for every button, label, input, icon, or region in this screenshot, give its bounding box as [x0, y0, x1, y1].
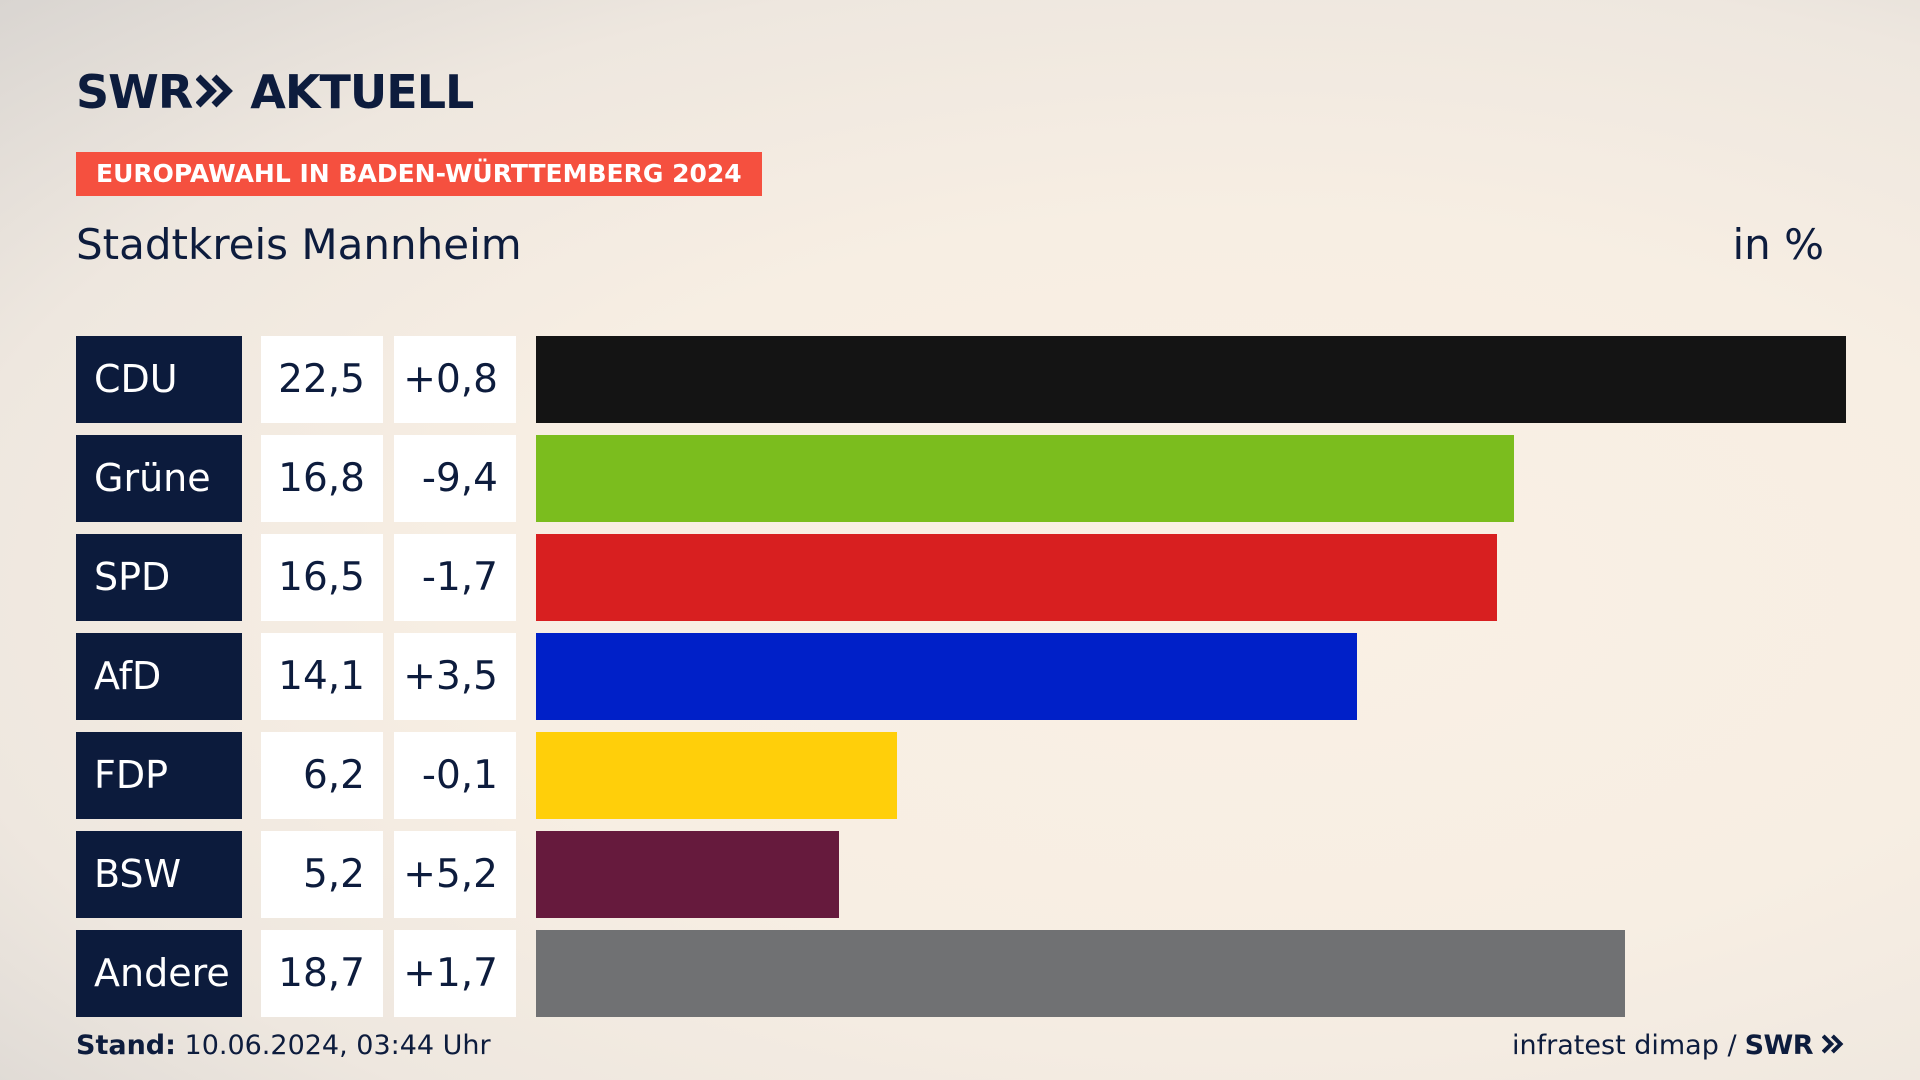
result-row: CDU 22,5 +0,8 [76, 336, 1846, 423]
party-label: AfD [76, 633, 242, 720]
source-credit: infratest dimap / SWR [1512, 1030, 1844, 1061]
double-chevron-icon [195, 64, 234, 120]
result-bar [536, 732, 897, 819]
vote-share-value: 14,1 [261, 633, 383, 720]
result-row: FDP 6,2 -0,1 [76, 732, 1846, 819]
vote-share-value: 18,7 [261, 930, 383, 1017]
timestamp: Stand: 10.06.2024, 03:44 Uhr [76, 1030, 491, 1061]
result-bar [536, 336, 1846, 423]
result-row: BSW 5,2 +5,2 [76, 831, 1846, 918]
change-value: +0,8 [394, 336, 516, 423]
result-row: Grüne 16,8 -9,4 [76, 435, 1846, 522]
unit-label: in % [1732, 220, 1824, 269]
change-value: +5,2 [394, 831, 516, 918]
party-label: FDP [76, 732, 242, 819]
logo-swr-text: SWR [76, 65, 193, 119]
result-row: Andere 18,7 +1,7 [76, 930, 1846, 1017]
result-bar [536, 435, 1514, 522]
change-value: +1,7 [394, 930, 516, 1017]
vote-share-value: 5,2 [261, 831, 383, 918]
vote-share-value: 16,5 [261, 534, 383, 621]
change-value: -9,4 [394, 435, 516, 522]
change-value: -1,7 [394, 534, 516, 621]
footer-swr-logo: SWR [1745, 1030, 1844, 1061]
source-text: infratest dimap / [1512, 1030, 1737, 1061]
footer-swr-text: SWR [1744, 1030, 1814, 1061]
vote-share-value: 22,5 [261, 336, 383, 423]
vote-share-value: 16,8 [261, 435, 383, 522]
change-value: -0,1 [394, 732, 516, 819]
result-bar [536, 534, 1497, 621]
result-bar [536, 930, 1625, 1017]
result-bar [536, 633, 1357, 720]
party-label: BSW [76, 831, 242, 918]
party-label: Andere [76, 930, 242, 1017]
party-label: SPD [76, 534, 242, 621]
chart-title: Stadtkreis Mannheim [76, 220, 522, 269]
footer-chevron-icon [1821, 1034, 1844, 1054]
election-badge: EUROPAWAHL IN BADEN-WÜRTTEMBERG 2024 [76, 152, 762, 196]
party-label: CDU [76, 336, 242, 423]
vote-share-value: 6,2 [261, 732, 383, 819]
result-row: SPD 16,5 -1,7 [76, 534, 1846, 621]
logo-aktuell-text: AKTUELL [250, 65, 474, 119]
results-chart: CDU 22,5 +0,8 Grüne 16,8 -9,4 SPD 16,5 -1,7 AfD 14… [76, 336, 1846, 1029]
result-bar [536, 831, 839, 918]
result-row: AfD 14,1 +3,5 [76, 633, 1846, 720]
swr-aktuell-logo: SWR AKTUELL [76, 64, 474, 120]
stand-value: 10.06.2024, 03:44 Uhr [184, 1030, 491, 1061]
stand-label: Stand: [76, 1030, 176, 1061]
change-value: +3,5 [394, 633, 516, 720]
party-label: Grüne [76, 435, 242, 522]
